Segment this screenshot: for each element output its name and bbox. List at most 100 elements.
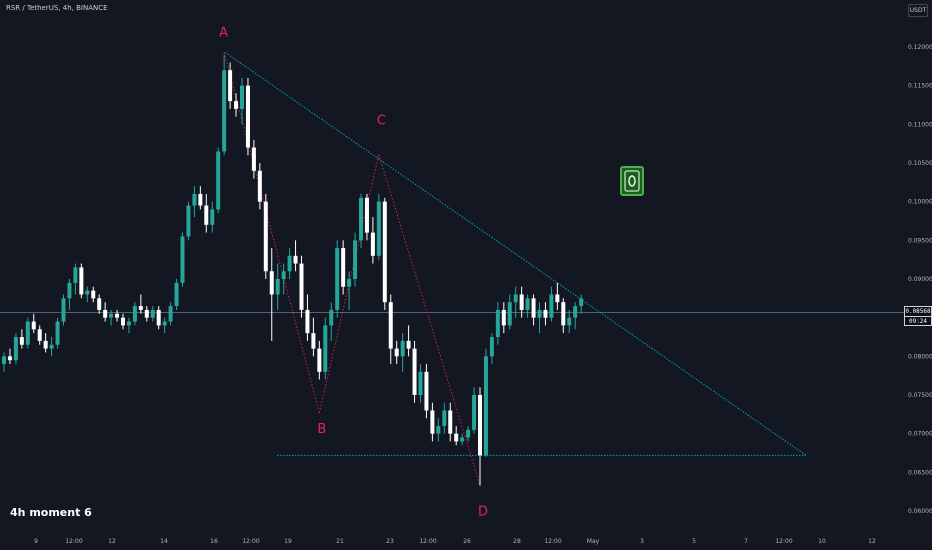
candle-body <box>525 298 530 310</box>
candle-body <box>61 298 66 322</box>
candle-body <box>376 201 381 256</box>
candle-body <box>67 282 72 299</box>
pattern-leg <box>223 52 320 413</box>
candle-body <box>323 325 328 372</box>
candle-body <box>531 298 536 318</box>
time-tick-label: 14 <box>160 538 168 545</box>
candle-body <box>436 425 441 434</box>
candle-body <box>103 309 108 318</box>
time-tick-label: 28 <box>513 538 521 545</box>
candle-body <box>216 151 221 210</box>
candle-body <box>555 294 560 303</box>
candle-body <box>418 371 423 395</box>
time-tick-label: 12:00 <box>775 538 792 545</box>
candle-body <box>55 321 60 345</box>
resistance-trendline <box>224 52 807 456</box>
price-tick-label: 0.06000 <box>908 508 932 515</box>
candle-body <box>150 309 155 318</box>
candle-body <box>537 309 542 318</box>
time-tick-label: 12 <box>868 538 876 545</box>
pattern-label: A <box>219 25 228 40</box>
candle-body <box>132 306 137 322</box>
price-axis[interactable]: 0.12000 0.11500 0.11000 0.10500 0.10000 0.095… <box>908 44 932 515</box>
time-tick-label: 26 <box>463 538 471 545</box>
candle-body <box>513 294 518 303</box>
price-tick-label: 0.11000 <box>908 121 932 128</box>
price-tick-label: 0.12000 <box>908 44 932 51</box>
candle-body <box>251 147 256 171</box>
candle-body <box>49 344 54 349</box>
candle-body <box>287 255 292 272</box>
candle-body <box>174 282 179 307</box>
candle-body <box>305 309 310 334</box>
candle-body <box>228 70 233 102</box>
candle-body <box>507 302 512 326</box>
candle-body <box>138 306 143 310</box>
price-tick-label: 0.09000 <box>908 276 932 283</box>
price-tick-label: 0.10500 <box>908 160 932 167</box>
candle-body <box>460 437 465 442</box>
candle-body <box>144 309 149 318</box>
time-tick-label: May <box>587 538 600 545</box>
pattern-labels: A B C D <box>219 25 488 519</box>
candle-body <box>454 433 459 442</box>
candles <box>2 54 584 486</box>
candle-body <box>442 410 447 426</box>
last-price-label: 0.08568 09:24 <box>904 306 932 326</box>
candle-body <box>483 356 488 456</box>
candle-body <box>579 298 584 307</box>
dollar-bill-icon <box>620 166 644 196</box>
candle-body <box>25 321 30 345</box>
symbol-title: RSR / TetherUS, 4h, BINANCE <box>6 4 108 12</box>
abcd-pattern <box>223 52 481 486</box>
time-tick-label: 12:00 <box>65 538 82 545</box>
time-tick-label: 12:00 <box>419 538 436 545</box>
candle-body <box>162 321 167 326</box>
candle-body <box>388 302 393 349</box>
candle-body <box>126 321 131 326</box>
last-price-value: 0.08568 <box>905 308 931 315</box>
candle-body <box>317 348 322 372</box>
pattern-leg <box>318 154 380 413</box>
candle-body <box>79 267 84 295</box>
candle-body <box>198 193 203 206</box>
price-tick-label: 0.07000 <box>908 431 932 438</box>
pattern-label: B <box>317 422 326 437</box>
candle-body <box>472 395 477 430</box>
candle-body <box>519 294 524 310</box>
time-tick-label: 21 <box>336 538 344 545</box>
candle-body <box>341 248 346 287</box>
pattern-label: C <box>377 113 386 128</box>
candle-body <box>234 101 239 109</box>
candle-body <box>478 395 482 456</box>
candle-body <box>91 290 96 299</box>
candle-body <box>311 333 316 349</box>
price-tick-label: 0.09500 <box>908 237 932 244</box>
candle-body <box>37 329 42 341</box>
candle-body <box>382 201 387 303</box>
candle-body <box>353 240 358 279</box>
candle-body <box>2 356 6 365</box>
candle-body <box>448 410 453 434</box>
price-tick-label: 0.11500 <box>908 83 932 90</box>
time-tick-label: 12:00 <box>544 538 561 545</box>
time-tick-label: 7 <box>744 538 748 545</box>
candle-body <box>424 371 429 411</box>
candle-body <box>543 309 548 318</box>
time-tick-label: 19 <box>284 538 292 545</box>
candle-body <box>156 309 161 326</box>
candle-body <box>495 309 500 337</box>
candle-body <box>210 209 215 225</box>
candle-body <box>222 70 227 152</box>
candle-body <box>121 317 125 326</box>
candle-body <box>109 313 114 318</box>
bar-countdown: 09:24 <box>905 316 931 326</box>
time-axis[interactable]: 9 12:00 12 14 16 12:00 19 21 23 12:00 26 28 12:00 May… <box>34 538 876 545</box>
candle-body <box>347 279 352 287</box>
price-tick-label: 0.07500 <box>908 392 932 399</box>
currency-button[interactable]: USDT <box>908 4 928 17</box>
candle-body <box>168 306 173 322</box>
pattern-label: D <box>478 504 488 519</box>
time-tick-label: 12:00 <box>242 538 259 545</box>
